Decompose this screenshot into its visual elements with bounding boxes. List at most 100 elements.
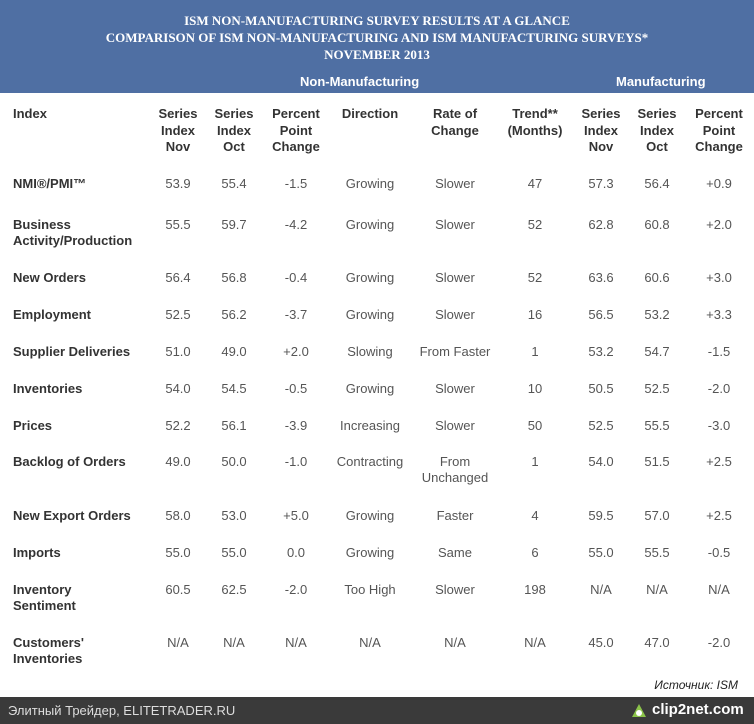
cell: 54.7: [644, 344, 670, 359]
cell: 53.2: [644, 307, 670, 322]
row-label: Supplier Deliveries: [13, 344, 131, 359]
cell: N/A: [590, 582, 612, 597]
cell: 56.8: [221, 270, 247, 285]
cell: N/A: [285, 635, 307, 650]
cell: 57.0: [644, 508, 670, 523]
cell: N/A: [167, 635, 189, 650]
cell: 60.8: [644, 217, 670, 232]
column-header: Series Index Oct: [214, 106, 254, 154]
cell: 62.8: [588, 217, 614, 232]
cell: Slower: [435, 217, 475, 232]
row-label: Inventories: [13, 381, 83, 396]
row-label: Prices: [13, 418, 53, 433]
row-label: New Export Orders: [13, 508, 131, 523]
cell: 58.0: [165, 508, 191, 523]
row-label: Customers' Inventories: [13, 635, 84, 666]
cell: -3.7: [284, 307, 308, 322]
cell: +2.0: [283, 344, 309, 359]
cell: 0.0: [286, 545, 306, 560]
cell: 198: [524, 582, 546, 597]
column-header: Percent Point Change: [272, 106, 320, 154]
cell: -4.2: [284, 217, 308, 232]
cell: 49.0: [165, 454, 191, 469]
cell: 63.6: [588, 270, 614, 285]
cell: 55.0: [165, 545, 191, 560]
cell: N/A: [646, 582, 668, 597]
column-header: Percent Point Change: [695, 106, 743, 154]
cell: From Faster: [419, 344, 491, 359]
cell: Slower: [435, 582, 475, 597]
cell: 1: [531, 344, 539, 359]
header-band: [0, 0, 754, 93]
group-header: Manufacturing: [616, 74, 706, 89]
cell: N/A: [444, 635, 466, 650]
cell: Growing: [345, 381, 395, 396]
cell: 50: [527, 418, 543, 433]
cell: Too High: [344, 582, 396, 597]
cell: 47: [527, 176, 543, 191]
cell: 55.4: [221, 176, 247, 191]
title: COMPARISON OF ISM NON-MANUFACTURING AND …: [105, 30, 649, 45]
cell: 53.9: [165, 176, 191, 191]
cell: 47.0: [644, 635, 670, 650]
cell: Increasing: [340, 418, 400, 433]
cell: 55.0: [588, 545, 614, 560]
cell: 6: [531, 545, 539, 560]
logo-icon: [632, 704, 646, 717]
cell: Growing: [345, 270, 395, 285]
cell: Slower: [435, 418, 475, 433]
cell: 45.0: [588, 635, 614, 650]
cell: Same: [438, 545, 472, 560]
cell: Growing: [345, 545, 395, 560]
cell: 52: [527, 217, 543, 232]
column-header: Series Index Nov: [581, 106, 621, 154]
cell: Slower: [435, 270, 475, 285]
cell: Growing: [345, 217, 395, 232]
cell: 62.5: [221, 582, 247, 597]
cell: 55.5: [644, 545, 670, 560]
cell: 50.0: [221, 454, 247, 469]
cell: -0.5: [284, 381, 308, 396]
cell: 54.0: [165, 381, 191, 396]
cell: N/A: [223, 635, 245, 650]
cell: 10: [527, 381, 543, 396]
source: Источник: ISM: [654, 678, 738, 692]
cell: -1.5: [707, 344, 731, 359]
cell: 56.4: [644, 176, 670, 191]
cell: From Unchanged: [421, 454, 489, 485]
row-label: NMI®/PMI™: [13, 176, 87, 191]
cell: +2.0: [706, 217, 732, 232]
cell: -0.4: [284, 270, 308, 285]
column-header: Trend** (Months): [507, 106, 563, 138]
row-label: Employment: [13, 307, 92, 322]
cell: Slowing: [347, 344, 393, 359]
cell: Faster: [436, 508, 474, 523]
cell: 56.2: [221, 307, 247, 322]
row-label: Inventory Sentiment: [13, 582, 76, 613]
cell: N/A: [708, 582, 730, 597]
site-name: Элитный Трейдер, ELITETRADER.RU: [8, 703, 236, 718]
column-header: Series Index Oct: [637, 106, 677, 154]
row-label: Business Activity/Production: [13, 217, 133, 248]
cell: 56.4: [165, 270, 191, 285]
cell: +2.5: [706, 454, 732, 469]
column-header: Direction: [341, 106, 399, 121]
cell: 52: [527, 270, 543, 285]
cell: -2.0: [284, 582, 308, 597]
row-label: New Orders: [13, 270, 86, 285]
cell: 52.5: [644, 381, 670, 396]
cell: 56.5: [588, 307, 614, 322]
cell: -1.5: [284, 176, 308, 191]
cell: 52.2: [165, 418, 191, 433]
cell: 55.0: [221, 545, 247, 560]
cell: 49.0: [221, 344, 247, 359]
cell: 55.5: [644, 418, 670, 433]
cell: Growing: [345, 176, 395, 191]
cell: 16: [527, 307, 543, 322]
title: ISM NON-MANUFACTURING SURVEY RESULTS AT …: [184, 13, 570, 28]
cell: Contracting: [336, 454, 404, 469]
cell: -0.5: [707, 545, 731, 560]
cell: -3.9: [284, 418, 308, 433]
cell: +3.0: [706, 270, 732, 285]
